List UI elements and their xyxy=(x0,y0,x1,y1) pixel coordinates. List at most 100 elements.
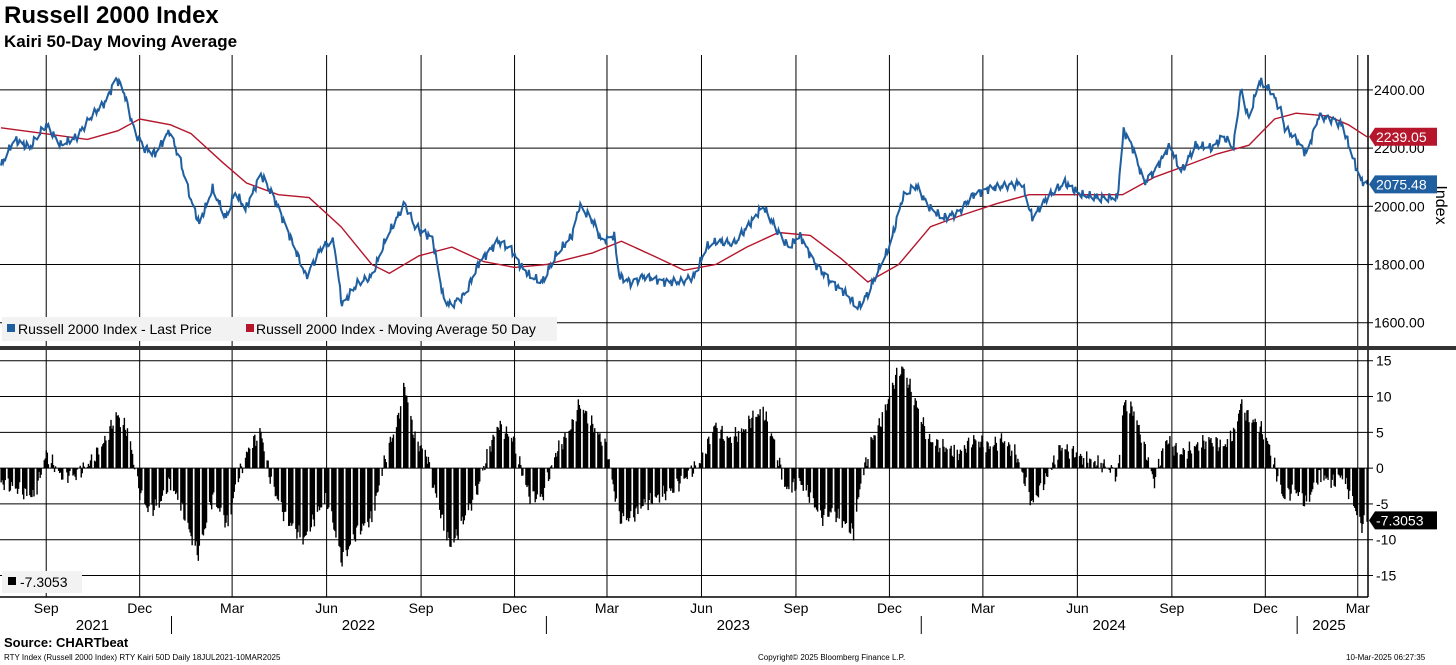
kairi-bar xyxy=(1319,468,1321,471)
kairi-bar xyxy=(692,468,695,474)
kairi-bar xyxy=(1038,468,1041,486)
kairi-bar xyxy=(741,432,744,469)
kairi-bar xyxy=(576,410,579,469)
kairi-bar xyxy=(159,468,162,502)
kairi-bar xyxy=(187,468,189,523)
kairi-bar xyxy=(592,423,594,469)
kairi-bar xyxy=(1348,468,1351,491)
kairi-bar xyxy=(381,468,383,476)
ma-last-value-tag-bg xyxy=(1369,127,1437,146)
kairi-bar xyxy=(607,459,609,469)
kairi-bar xyxy=(1361,468,1363,533)
kairi-bar xyxy=(578,405,581,469)
kairi-bar xyxy=(1065,449,1067,469)
kairi-bar xyxy=(1219,439,1221,469)
kairi-bar xyxy=(397,412,400,469)
kairi-bar xyxy=(657,468,660,495)
kairi-bar xyxy=(1073,457,1076,469)
kairi-bar xyxy=(46,452,49,469)
kairi-bar xyxy=(1183,449,1185,469)
kairi-bar xyxy=(784,468,786,487)
upper-y-tick-label: 2400.00 xyxy=(1374,82,1425,98)
kairi-bar xyxy=(483,465,485,469)
kairi-bar xyxy=(1111,467,1114,469)
kairi-bar xyxy=(600,441,602,469)
kairi-bar xyxy=(79,465,81,469)
kairi-bar xyxy=(874,435,876,469)
kairi-bar xyxy=(548,468,551,480)
kairi-bar xyxy=(1179,454,1181,469)
kairi-bar xyxy=(446,468,448,541)
kairi-bar xyxy=(346,468,348,557)
kairi-bar xyxy=(1007,442,1010,469)
kairi-bar xyxy=(714,425,716,469)
kairi-bar xyxy=(700,460,703,469)
kairi-bar xyxy=(1244,412,1246,469)
kairi-bar xyxy=(1309,468,1312,495)
kairi-bar xyxy=(183,468,185,520)
kairi-bar xyxy=(1050,468,1052,469)
kairi-bar xyxy=(655,468,658,498)
kairi-bar xyxy=(1196,442,1199,469)
kairi-bar xyxy=(1287,468,1289,488)
kairi-bar xyxy=(1291,468,1293,485)
kairi-bar xyxy=(1324,468,1326,476)
x-month-label: Sep xyxy=(409,600,434,616)
kairi-bar xyxy=(8,468,11,492)
kairi-bar xyxy=(339,468,341,548)
kairi-bar xyxy=(1233,429,1236,469)
kairi-bar xyxy=(1136,420,1138,469)
kairi-bar xyxy=(438,468,441,510)
kairi-bar xyxy=(778,457,781,469)
kairi-bar xyxy=(956,449,959,469)
kairi-bar xyxy=(1126,411,1128,469)
kairi-bar xyxy=(26,468,28,496)
kairi-bar xyxy=(625,468,628,521)
kairi-bar xyxy=(824,468,826,509)
kairi-bar xyxy=(1066,444,1068,469)
kairi-bar xyxy=(455,468,457,530)
kairi-bar xyxy=(628,468,631,519)
kairi-bar xyxy=(1290,468,1292,494)
x-month-label: Dec xyxy=(502,600,527,616)
kairi-bar xyxy=(618,468,621,512)
kairi-bar xyxy=(978,441,980,469)
kairi-bar xyxy=(791,468,793,493)
kairi-bar xyxy=(123,417,126,469)
kairi-bar xyxy=(320,468,323,508)
kairi-bar xyxy=(1023,468,1025,484)
kairi-bar xyxy=(359,468,362,535)
kairi-bar xyxy=(102,444,104,469)
kairi-bar xyxy=(953,444,955,469)
kairi-bar xyxy=(565,437,567,469)
kairi-bar xyxy=(9,468,12,491)
kairi-bar xyxy=(259,428,261,469)
kairi-bar xyxy=(556,456,558,469)
chart-subtitle: Kairi 50-Day Moving Average xyxy=(4,32,238,51)
kairi-bar xyxy=(450,468,452,547)
kairi-bar xyxy=(1259,426,1261,469)
kairi-bar xyxy=(943,446,945,469)
kairi-bar xyxy=(995,442,998,469)
kairi-bar xyxy=(1303,468,1306,507)
kairi-bar xyxy=(881,412,884,469)
kairi-bar xyxy=(642,468,644,507)
kairi-bar xyxy=(1000,433,1003,469)
kairi-bar xyxy=(172,468,175,492)
kairi-bar xyxy=(751,417,753,469)
price-last-value-tag: 2075.48 xyxy=(1369,175,1437,194)
kairi-bar xyxy=(1209,439,1211,469)
kairi-bar xyxy=(563,436,565,469)
kairi-bar xyxy=(1201,447,1203,469)
kairi-bar xyxy=(65,467,67,469)
kairi-bar xyxy=(155,468,157,506)
kairi-bar xyxy=(1145,459,1147,469)
kairi-bar xyxy=(536,468,538,495)
kairi-bar xyxy=(1094,460,1096,469)
kairi-bar xyxy=(94,461,97,469)
kairi-bar xyxy=(191,468,193,546)
kairi-bar xyxy=(39,468,41,478)
kairi-bar xyxy=(196,468,198,556)
kairi-bar xyxy=(310,468,312,528)
kairi-bar xyxy=(275,468,278,496)
